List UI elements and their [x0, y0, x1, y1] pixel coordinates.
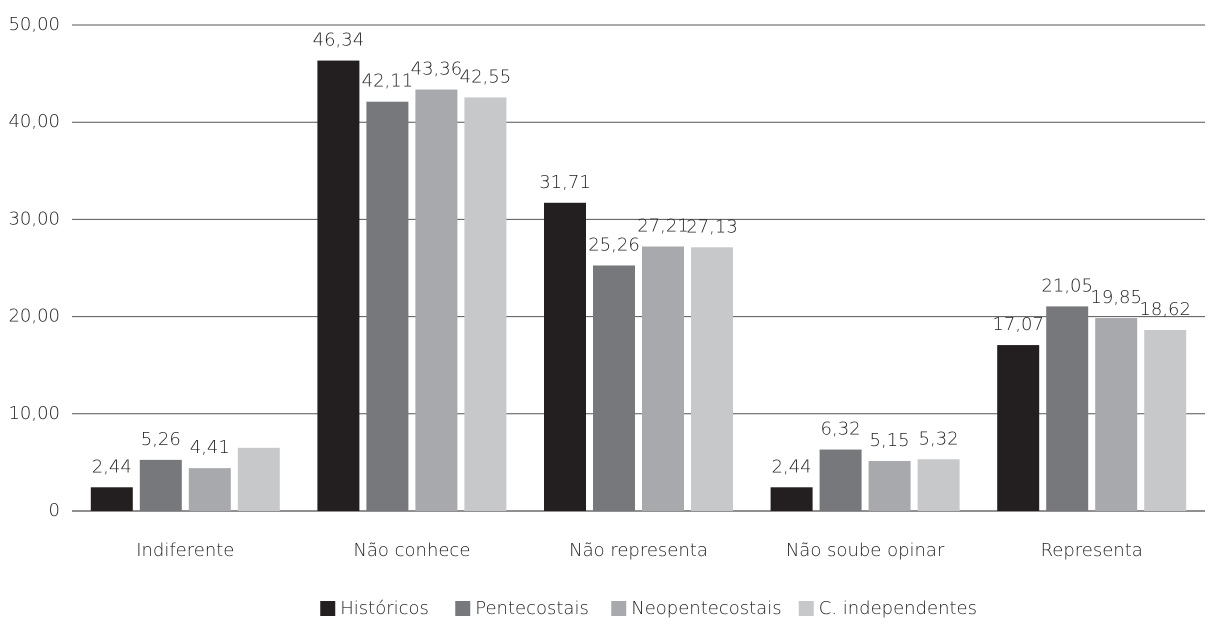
data-label: 5,15: [870, 430, 910, 451]
legend-swatch: [798, 601, 814, 616]
data-label: 6,32: [821, 419, 861, 440]
bar: [593, 265, 635, 511]
bar: [90, 487, 133, 511]
bar: [366, 101, 409, 512]
bar: [1046, 306, 1089, 511]
data-label: 19,85: [1090, 287, 1142, 308]
data-label: 31,71: [539, 172, 591, 193]
bar: [188, 468, 231, 511]
bar: [415, 89, 458, 511]
bar: [917, 459, 960, 511]
legend-swatch: [611, 601, 627, 616]
y-tick-label: 20,00: [8, 306, 60, 327]
data-label: 5,26: [141, 429, 181, 450]
data-label: 21,05: [1041, 275, 1093, 296]
bar: [819, 449, 862, 511]
y-tick-label: 0: [49, 500, 60, 521]
bar: [1095, 318, 1138, 511]
data-label: 4,41: [190, 437, 230, 458]
bar: [691, 247, 733, 512]
data-label: 27,13: [686, 216, 738, 237]
y-tick-label: 50,00: [8, 14, 60, 35]
bar: [1144, 330, 1187, 511]
legend-swatch: [320, 601, 336, 616]
data-label: 17,07: [992, 314, 1044, 335]
bar: [642, 246, 684, 511]
y-tick-label: 40,00: [8, 111, 60, 132]
data-label: 42,11: [362, 71, 414, 92]
x-tick-label: Representa: [1041, 540, 1143, 561]
bar: [139, 459, 182, 511]
y-tick-label: 10,00: [8, 403, 60, 424]
bar: [544, 202, 586, 511]
bar: [997, 345, 1040, 511]
data-label: 27,21: [637, 216, 689, 237]
data-label: 2,44: [772, 456, 812, 477]
bar: [868, 460, 911, 511]
data-label: 18,62: [1139, 299, 1191, 320]
legend-label: Neopentecostais: [631, 598, 781, 619]
y-tick-label: 30,00: [8, 208, 60, 229]
bar: [237, 447, 280, 511]
data-label: 5,32: [919, 428, 959, 449]
legend-label: Históricos: [340, 598, 429, 619]
data-label: 25,26: [588, 234, 640, 255]
x-tick-label: Não soube opinar: [786, 540, 945, 561]
bar: [464, 97, 507, 511]
data-label: 43,36: [411, 59, 463, 80]
x-tick-label: Não representa: [569, 540, 708, 561]
data-label: 2,44: [92, 456, 132, 477]
x-tick-label: Não conhece: [353, 540, 470, 561]
x-tick-label: Indiferente: [136, 540, 234, 561]
bar: [770, 487, 813, 511]
legend-swatch: [455, 601, 471, 616]
legend-label: C. independentes: [819, 598, 977, 619]
data-label: 46,34: [313, 30, 365, 51]
legend-label: Pentecostais: [475, 598, 589, 619]
bar: [317, 60, 360, 512]
data-label: 42,55: [460, 66, 512, 87]
